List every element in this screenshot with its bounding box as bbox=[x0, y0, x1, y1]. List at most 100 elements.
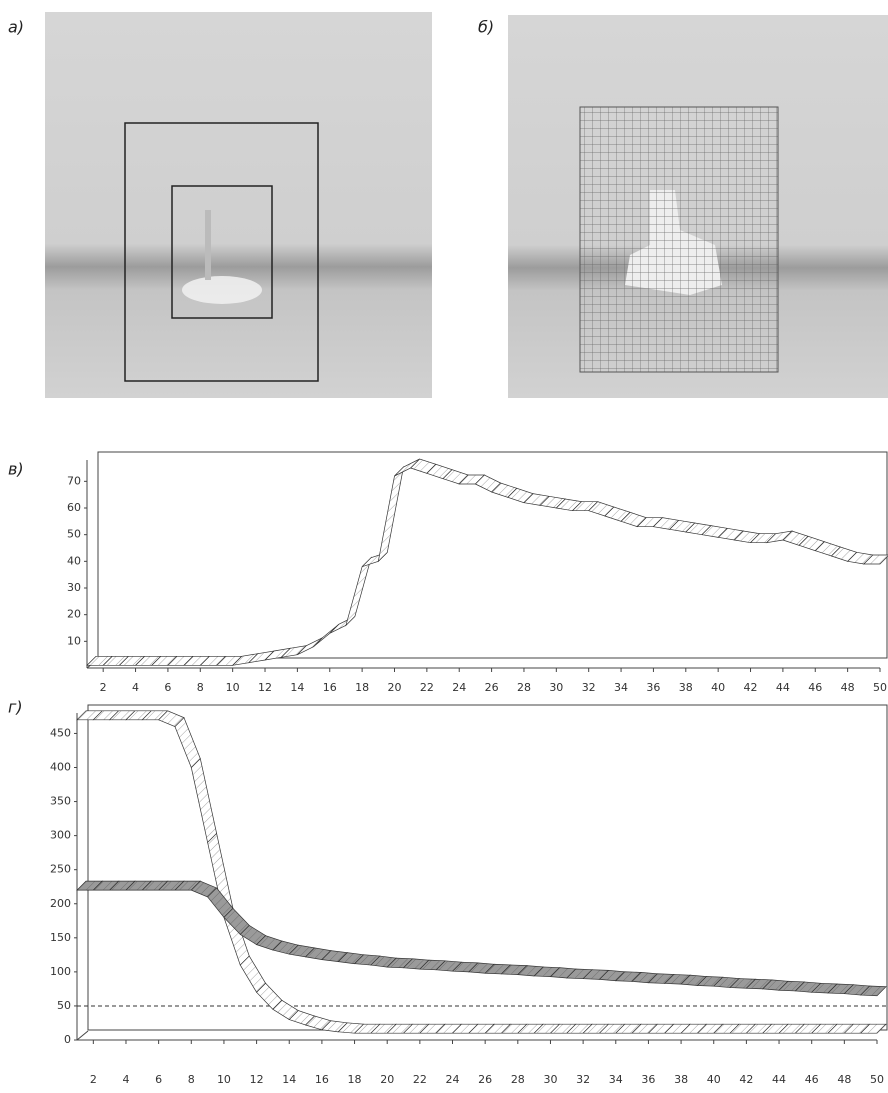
ribbon-hatch bbox=[517, 1024, 544, 1034]
ribbon-hatch bbox=[730, 1024, 756, 1034]
ribbon-hatch bbox=[289, 1010, 315, 1026]
y-tick-label: 300 bbox=[50, 829, 71, 842]
ribbon-hatch bbox=[394, 459, 420, 476]
x-tick-label: 20 bbox=[380, 1073, 394, 1086]
ribbon-hatch bbox=[681, 975, 707, 986]
x-tick-label: 24 bbox=[446, 1073, 460, 1086]
ribbon-hatch bbox=[272, 1000, 299, 1020]
ribbon-hatch bbox=[174, 881, 201, 891]
ribbon-hatch bbox=[265, 648, 291, 660]
y-tick-label: 20 bbox=[67, 608, 81, 621]
y-tick-label: 100 bbox=[50, 965, 71, 978]
ribbon-hatch bbox=[799, 536, 825, 551]
x-tick-label: 42 bbox=[744, 681, 758, 694]
ribbon-hatch bbox=[125, 881, 152, 891]
x-tick-label: 2 bbox=[90, 1073, 97, 1086]
x-tick-label: 26 bbox=[485, 681, 499, 694]
y-tick-label: 60 bbox=[67, 501, 81, 514]
ribbon-hatch bbox=[191, 881, 217, 897]
ribbon-hatch bbox=[354, 1024, 380, 1034]
ribbon-hatch bbox=[828, 1024, 854, 1034]
x-tick-label: 38 bbox=[679, 681, 693, 694]
ribbon-hatch bbox=[158, 881, 184, 891]
ribbon-hatch bbox=[615, 971, 642, 982]
ribbon-hatch bbox=[621, 512, 647, 527]
ribbon-hatch bbox=[216, 656, 242, 666]
x-tick-label: 6 bbox=[155, 1073, 162, 1086]
ribbon-hatch bbox=[403, 958, 429, 970]
ribbon-hatch bbox=[207, 833, 233, 918]
ribbon-hatch bbox=[142, 881, 168, 891]
ribbon-hatch bbox=[860, 986, 886, 996]
ribbon-hatch bbox=[468, 1024, 495, 1034]
y-tick-label: 400 bbox=[50, 761, 71, 774]
ribbon-hatch bbox=[583, 969, 609, 980]
y-tick-label: 30 bbox=[67, 581, 81, 594]
x-tick-label: 46 bbox=[808, 681, 822, 694]
x-tick-label: 32 bbox=[576, 1073, 590, 1086]
ribbon-hatch bbox=[648, 973, 674, 984]
ribbon-hatch bbox=[426, 464, 453, 479]
x-tick-label: 36 bbox=[646, 681, 660, 694]
ribbon-hatch bbox=[681, 1024, 707, 1034]
ribbon-hatch bbox=[248, 651, 275, 663]
ribbon-hatch bbox=[588, 501, 614, 516]
ribbon-hatch bbox=[762, 1024, 789, 1034]
ribbon-hatch bbox=[750, 533, 776, 543]
y-tick-label: 50 bbox=[57, 999, 71, 1012]
ribbon-hatch bbox=[779, 1024, 805, 1034]
ribbon-hatch bbox=[599, 970, 625, 981]
ribbon-hatch bbox=[637, 517, 663, 527]
ribbon-hatch bbox=[345, 557, 372, 626]
x-tick-label: 38 bbox=[674, 1073, 688, 1086]
ribbon-hatch bbox=[828, 983, 854, 994]
ribbon-hatch bbox=[779, 981, 805, 991]
ribbon-hatch bbox=[583, 1024, 609, 1034]
ribbon-hatch bbox=[387, 1024, 413, 1034]
ribbon-hatch bbox=[338, 1022, 364, 1034]
x-tick-label: 4 bbox=[122, 1073, 129, 1086]
ribbon-hatch bbox=[125, 710, 152, 720]
x-tick-label: 46 bbox=[805, 1073, 819, 1086]
x-tick-label: 32 bbox=[582, 681, 596, 694]
ribbon-hatch bbox=[232, 653, 258, 666]
y-tick-label: 200 bbox=[50, 897, 71, 910]
y-tick-label: 150 bbox=[50, 931, 71, 944]
ribbon-hatch bbox=[534, 1024, 560, 1034]
ribbon-hatch bbox=[795, 1024, 821, 1034]
ribbon-hatch bbox=[746, 979, 772, 989]
y-tick-label: 50 bbox=[67, 528, 81, 541]
x-tick-label: 12 bbox=[258, 681, 272, 694]
ribbon-hatch bbox=[207, 887, 233, 918]
ribbon-hatch bbox=[151, 656, 177, 666]
x-tick-label: 44 bbox=[772, 1073, 786, 1086]
ribbon-hatch bbox=[378, 467, 404, 562]
ribbon-hatch bbox=[223, 908, 250, 935]
ribbon-hatch bbox=[158, 710, 184, 727]
ribbon-hatch bbox=[534, 966, 560, 977]
x-tick-label: 18 bbox=[355, 681, 369, 694]
ribbon-hatch bbox=[272, 941, 299, 955]
ribbon-hatch bbox=[256, 983, 282, 1010]
ribbon-hatch bbox=[501, 964, 527, 975]
inner-frame bbox=[171, 185, 273, 319]
x-tick-label: 28 bbox=[511, 1073, 525, 1086]
ribbon-hatch bbox=[93, 710, 119, 720]
x-tick-label: 40 bbox=[707, 1073, 721, 1086]
x-tick-label: 8 bbox=[197, 681, 204, 694]
x-tick-label: 50 bbox=[873, 681, 887, 694]
x-tick-label: 14 bbox=[290, 681, 304, 694]
x-tick-label: 8 bbox=[188, 1073, 195, 1086]
ribbon-hatch bbox=[370, 1024, 397, 1034]
x-tick-label: 30 bbox=[543, 1073, 557, 1086]
ribbon-hatch bbox=[142, 710, 168, 720]
grid-overlay bbox=[579, 106, 779, 373]
x-tick-label: 12 bbox=[250, 1073, 264, 1086]
x-tick-label: 20 bbox=[387, 681, 401, 694]
panel-label: а) bbox=[8, 18, 24, 37]
ribbon-hatch bbox=[459, 475, 485, 484]
x-tick-label: 44 bbox=[776, 681, 790, 694]
ribbon-hatch bbox=[782, 531, 809, 546]
ribbon-hatch bbox=[815, 541, 841, 556]
y-tick-label: 10 bbox=[67, 634, 81, 647]
